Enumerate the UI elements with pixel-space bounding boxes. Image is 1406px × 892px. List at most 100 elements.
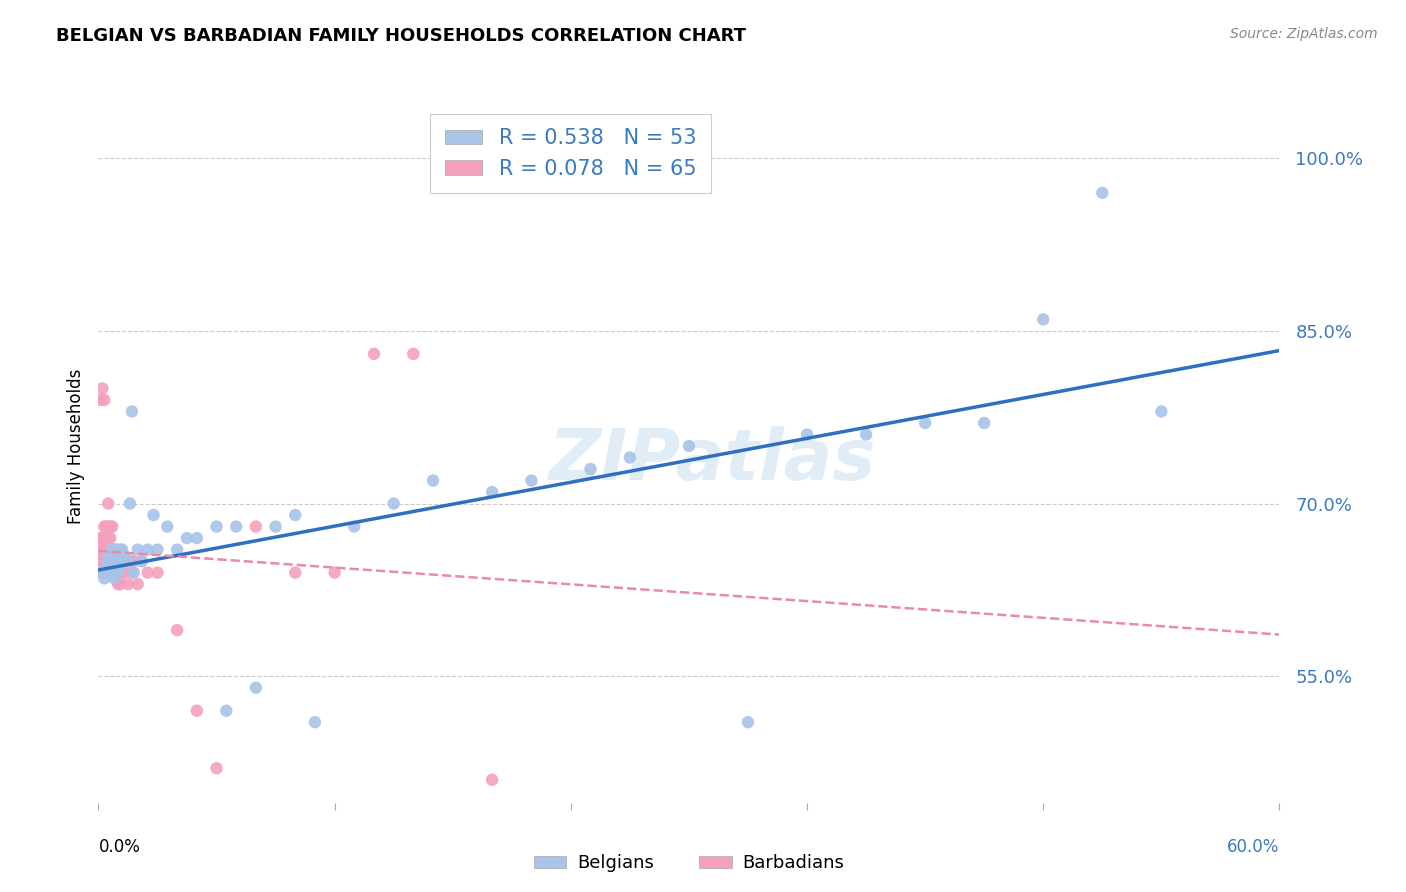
Point: [89, 566, 111, 580]
Point: [122, 554, 145, 568]
Point: [101, 542, 124, 557]
Point: [108, 577, 131, 591]
Point: [118, 497, 141, 511]
Point: [402, 347, 425, 361]
Point: [101, 559, 124, 574]
Point: [121, 404, 143, 418]
Point: [98, 566, 121, 580]
Point: [97, 519, 120, 533]
Point: [105, 566, 128, 580]
Point: [156, 519, 179, 533]
Point: [186, 531, 208, 545]
Point: [117, 554, 139, 568]
Point: [98, 566, 121, 580]
Point: [579, 462, 602, 476]
Point: [97, 554, 120, 568]
Text: 0.0%: 0.0%: [98, 838, 141, 856]
Point: [619, 450, 641, 465]
Point: [176, 531, 198, 545]
Point: [105, 542, 128, 557]
Point: [93, 566, 115, 580]
Point: [89, 531, 111, 545]
Point: [1032, 312, 1054, 326]
Point: [96, 554, 118, 568]
Point: [107, 577, 129, 591]
Point: [855, 427, 877, 442]
Point: [108, 542, 131, 557]
Point: [89, 542, 111, 557]
Point: [97, 549, 120, 563]
Point: [96, 566, 118, 580]
Point: [136, 542, 159, 557]
Point: [91, 566, 114, 580]
Point: [127, 577, 149, 591]
Point: [97, 497, 120, 511]
Point: [245, 681, 267, 695]
Point: [107, 554, 129, 568]
Point: [91, 381, 114, 395]
Point: [520, 474, 543, 488]
Point: [737, 715, 759, 730]
Point: [122, 566, 145, 580]
Point: [93, 554, 115, 568]
Y-axis label: Family Households: Family Households: [66, 368, 84, 524]
Point: [93, 542, 115, 557]
Point: [205, 519, 228, 533]
Point: [112, 549, 135, 563]
Point: [111, 566, 134, 580]
Point: [131, 554, 153, 568]
Point: [186, 704, 208, 718]
Point: [343, 519, 366, 533]
Point: [103, 554, 125, 568]
Point: [93, 519, 115, 533]
Point: [107, 566, 129, 580]
Point: [146, 542, 169, 557]
Point: [91, 566, 114, 580]
Point: [323, 566, 346, 580]
Point: [136, 566, 159, 580]
Point: [118, 554, 141, 568]
Point: [103, 549, 125, 563]
Point: [304, 715, 326, 730]
Point: [89, 554, 111, 568]
Point: [108, 559, 131, 574]
Point: [215, 704, 238, 718]
Point: [166, 542, 188, 557]
Point: [127, 542, 149, 557]
Point: [107, 554, 129, 568]
Text: BELGIAN VS BARBADIAN FAMILY HOUSEHOLDS CORRELATION CHART: BELGIAN VS BARBADIAN FAMILY HOUSEHOLDS C…: [56, 27, 747, 45]
Point: [481, 772, 503, 787]
Point: [93, 571, 115, 585]
Point: [166, 623, 188, 637]
Point: [89, 392, 111, 407]
Point: [98, 542, 121, 557]
Point: [117, 577, 139, 591]
Point: [1150, 404, 1173, 418]
Point: [98, 554, 121, 568]
Point: [93, 392, 115, 407]
Point: [91, 554, 114, 568]
Point: [121, 566, 143, 580]
Point: [91, 531, 114, 545]
Point: [112, 566, 135, 580]
Text: Source: ZipAtlas.com: Source: ZipAtlas.com: [1230, 27, 1378, 41]
Point: [97, 554, 120, 568]
Point: [382, 497, 405, 511]
Point: [97, 542, 120, 557]
Legend: Belgians, Barbadians: Belgians, Barbadians: [526, 847, 852, 880]
Point: [101, 566, 124, 580]
Point: [264, 519, 287, 533]
Point: [225, 519, 247, 533]
Text: 60.0%: 60.0%: [1227, 838, 1279, 856]
Point: [101, 542, 124, 557]
Point: [101, 519, 124, 533]
Point: [93, 531, 115, 545]
Point: [131, 554, 153, 568]
Point: [245, 519, 267, 533]
Point: [105, 554, 128, 568]
Point: [111, 542, 134, 557]
Point: [103, 571, 125, 585]
Point: [91, 542, 114, 557]
Point: [914, 416, 936, 430]
Point: [103, 566, 125, 580]
